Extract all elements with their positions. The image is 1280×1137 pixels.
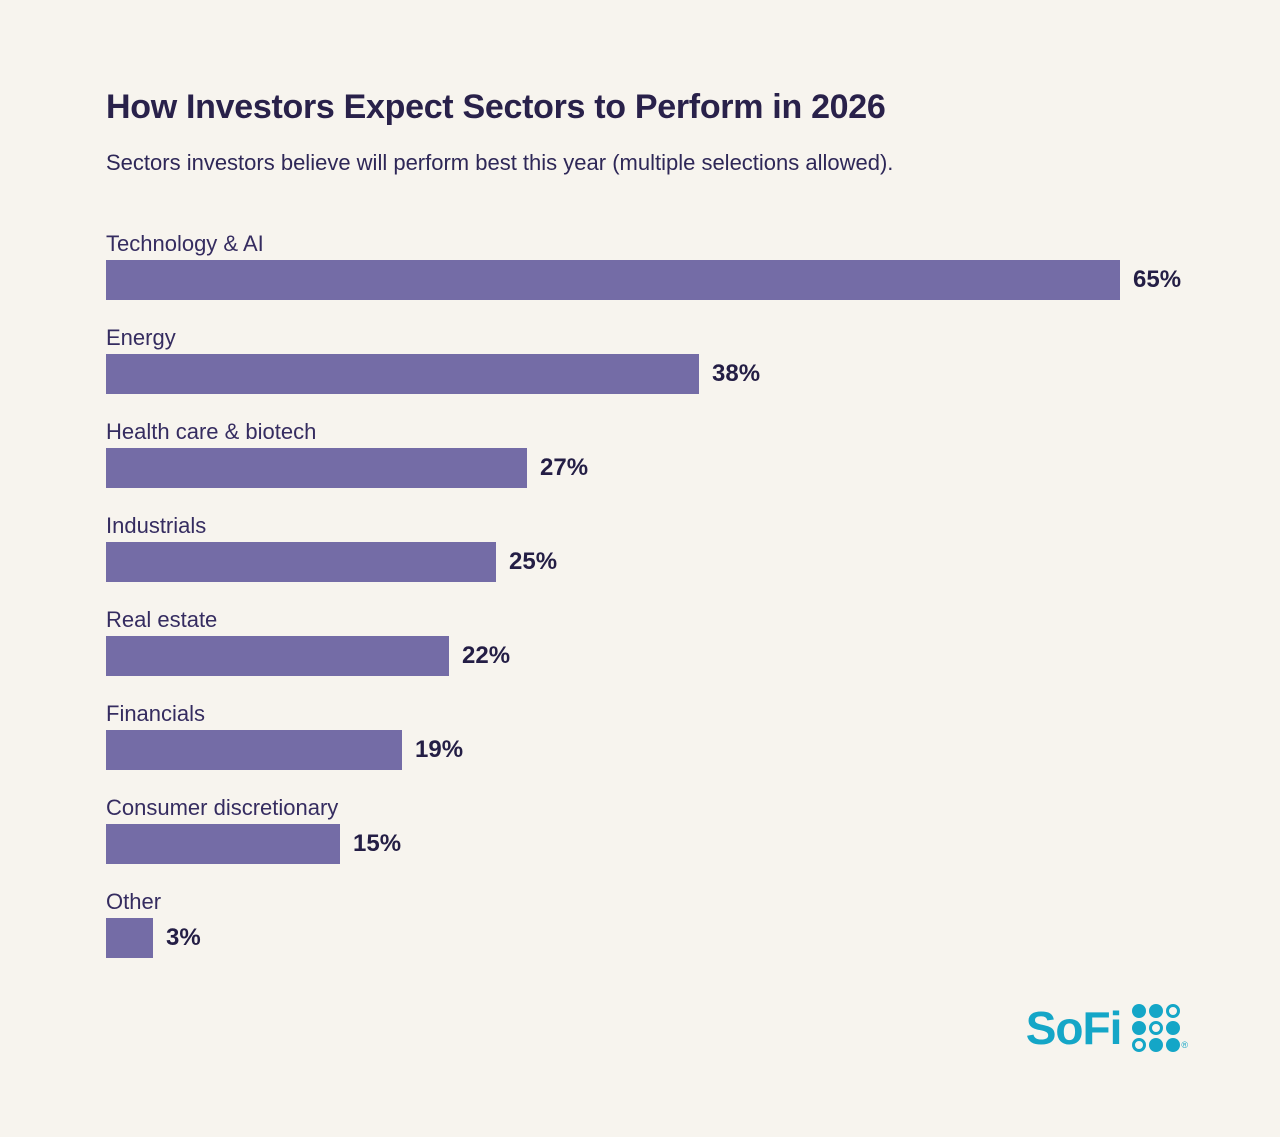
chart-subtitle: Sectors investors believe will perform b… <box>106 150 894 175</box>
bar-value: 15% <box>353 830 402 857</box>
bar-label: Other <box>106 889 162 914</box>
bar-row-financials: Financials 19% <box>106 700 1246 770</box>
logo-dot <box>1149 1038 1164 1052</box>
chart-title: How Investors Expect Sectors to Perform … <box>106 88 886 126</box>
bar-row-health-care-biotech: Health care & biotech 27% <box>106 418 1246 488</box>
logo-dot <box>1166 1038 1181 1052</box>
sofi-dots-icon <box>1132 1004 1181 1052</box>
bar-label: Consumer discretionary <box>106 795 339 820</box>
bar <box>106 260 1120 300</box>
bar <box>106 354 699 394</box>
bar <box>106 918 153 958</box>
bar-chart: Technology & AI 65% Energy 38% Health ca… <box>106 230 1246 982</box>
bar-value: 27% <box>540 454 589 481</box>
bar-value: 65% <box>1133 266 1182 293</box>
logo-dot <box>1149 1021 1164 1035</box>
logo-dot <box>1166 1021 1181 1035</box>
bar-row-other: Other 3% <box>106 888 1246 958</box>
bar <box>106 824 340 864</box>
logo-dot <box>1166 1004 1181 1018</box>
bar-value: 3% <box>166 924 201 951</box>
sofi-logo: SoFi ® <box>1026 1004 1188 1052</box>
bar-label: Health care & biotech <box>106 419 317 444</box>
registered-trademark-icon: ® <box>1181 1040 1188 1050</box>
bar-label: Financials <box>106 701 206 726</box>
bar-value: 38% <box>712 360 761 387</box>
bar <box>106 542 496 582</box>
bar <box>106 636 449 676</box>
bar-row-real-estate: Real estate 22% <box>106 606 1246 676</box>
bar-label: Energy <box>106 325 176 350</box>
bar-row-consumer-discretionary: Consumer discretionary 15% <box>106 794 1246 864</box>
logo-dot <box>1149 1004 1164 1018</box>
bar-value: 19% <box>415 736 464 763</box>
bar <box>106 730 402 770</box>
logo-dot <box>1132 1021 1147 1035</box>
bar-row-industrials: Industrials 25% <box>106 512 1246 582</box>
logo-dot <box>1132 1038 1147 1052</box>
logo-dot <box>1132 1004 1147 1018</box>
bar-label: Industrials <box>106 513 207 538</box>
bar-label: Technology & AI <box>106 231 264 256</box>
bar-label: Real estate <box>106 607 218 632</box>
bar-row-technology-ai: Technology & AI 65% <box>106 230 1246 300</box>
sofi-wordmark: SoFi <box>1025 1002 1123 1054</box>
bar-value: 22% <box>462 642 511 669</box>
bar-value: 25% <box>509 548 558 575</box>
bar-row-energy: Energy 38% <box>106 324 1246 394</box>
bar <box>106 448 527 488</box>
